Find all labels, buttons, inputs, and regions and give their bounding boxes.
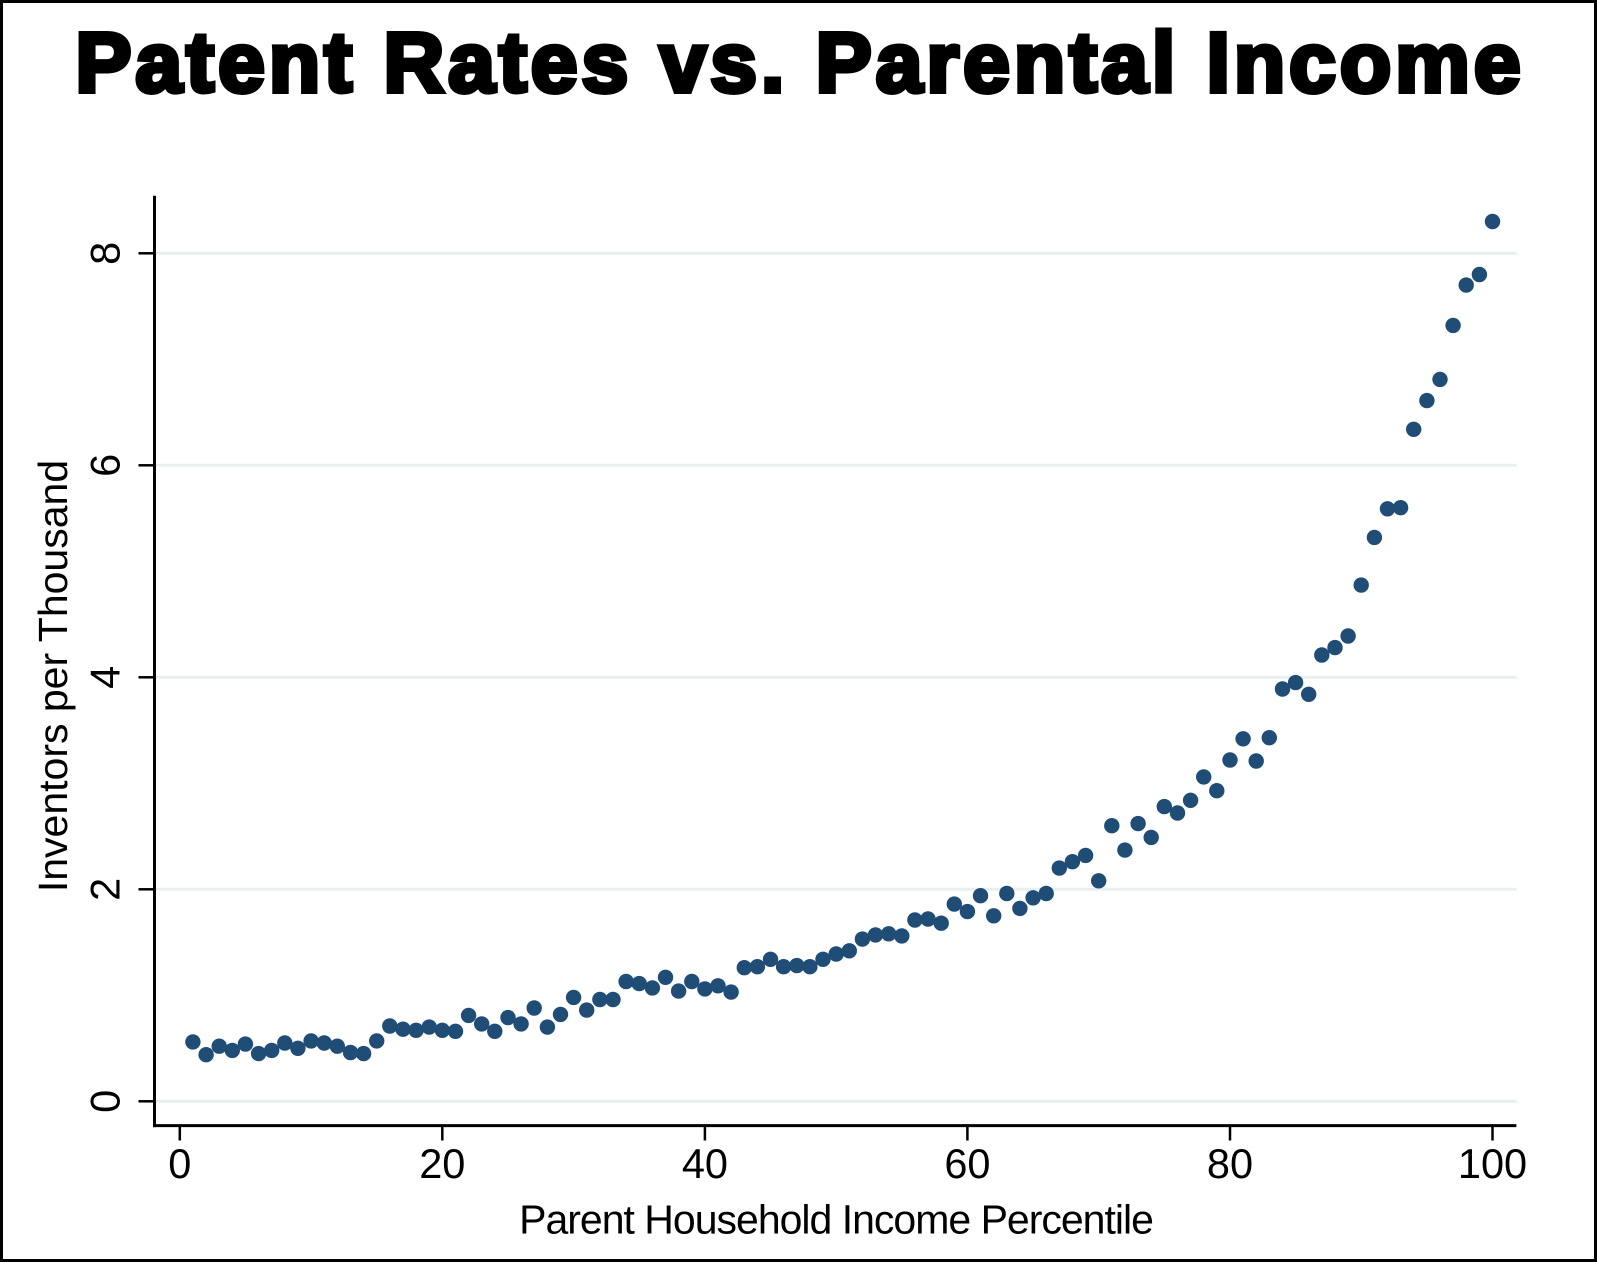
- svg-text:6: 6: [82, 454, 129, 477]
- svg-text:0: 0: [168, 1140, 191, 1187]
- svg-text:Parent Household Income Percen: Parent Household Income Percentile: [519, 1196, 1153, 1242]
- svg-text:80: 80: [1207, 1140, 1253, 1187]
- svg-text:2: 2: [82, 878, 129, 901]
- svg-text:0: 0: [82, 1090, 129, 1113]
- svg-text:Inventors per Thousand: Inventors per Thousand: [30, 460, 76, 892]
- svg-text:20: 20: [419, 1140, 465, 1187]
- svg-text:60: 60: [944, 1140, 990, 1187]
- svg-text:4: 4: [82, 666, 129, 689]
- svg-text:8: 8: [82, 242, 129, 265]
- svg-text:Patent Rates vs. Parental Inco: Patent Rates vs. Parental Income: [75, 16, 1524, 110]
- svg-text:40: 40: [682, 1140, 728, 1187]
- svg-text:100: 100: [1458, 1140, 1527, 1187]
